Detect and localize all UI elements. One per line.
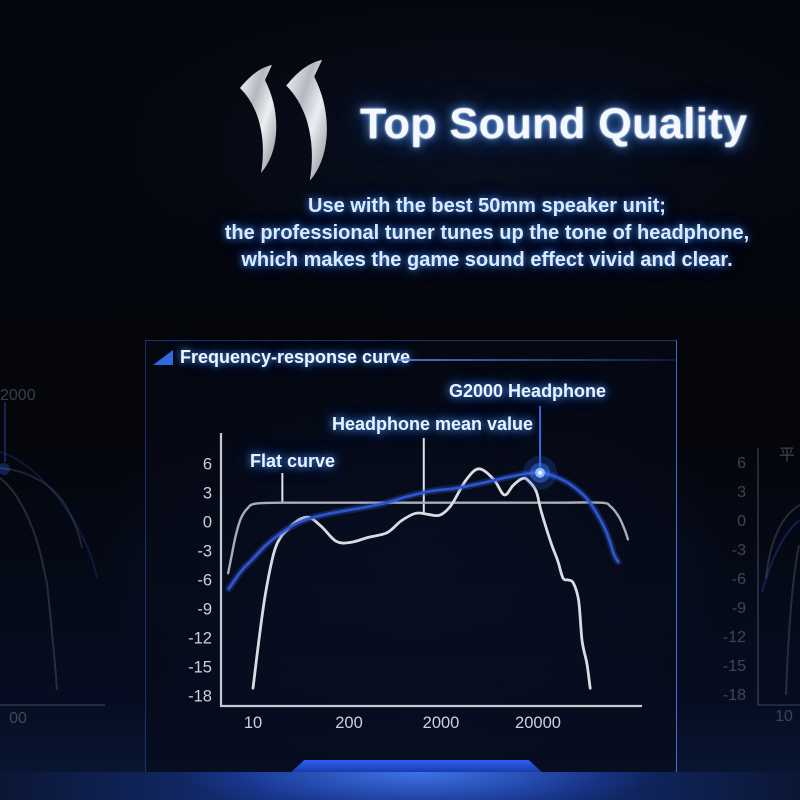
description-line: the professional tuner tunes up the tone… — [224, 222, 750, 244]
ghost-right-curve — [761, 519, 800, 593]
series-1-curve — [226, 501, 630, 575]
triangle-icon — [153, 350, 173, 365]
y-tick-label: -3 — [197, 543, 212, 561]
ghost-y-tick-label: -3 — [732, 542, 746, 559]
ghost-left-curve — [0, 477, 58, 691]
ghost-cjk-label: 平 — [779, 447, 795, 464]
y-tick-label: 0 — [203, 514, 212, 532]
panel-divider — [398, 359, 677, 361]
y-tick-label: -18 — [188, 688, 212, 706]
chart-label-headphone-mean: Headphone mean value — [332, 414, 534, 434]
y-tick-label: 6 — [203, 456, 212, 474]
ghost-right-curve — [765, 504, 800, 579]
panel-title-row: Frequency-response curve — [153, 347, 410, 368]
ghost-left-axis-label: 00 — [9, 710, 27, 727]
description-line: which makes the game sound effect vivid … — [241, 249, 733, 271]
x-tick-label: 2000 — [423, 714, 460, 732]
ghost-y-tick-label: 0 — [737, 513, 746, 530]
panel-title: Frequency-response curve — [180, 347, 411, 367]
y-tick-label: -12 — [188, 630, 212, 648]
series-2-curve — [251, 467, 592, 690]
frequency-panel: Frequency-response curve 6 3 0 -3 -6 -9 -12 -15… — [145, 340, 677, 774]
blue-glow-dot — [537, 470, 543, 475]
ghost-y-tick-label: -6 — [732, 571, 746, 588]
panel-bottom-tab — [289, 760, 544, 774]
y-tick-label: -15 — [188, 659, 212, 677]
ghost-left-curve — [0, 451, 98, 579]
page-title: Top Sound Quality — [360, 100, 748, 148]
x-tick-label: 200 — [335, 714, 363, 732]
ghost-right-curve — [785, 544, 800, 696]
y-tick-label: -9 — [197, 601, 212, 619]
ghost-left-top-label: 2000 — [0, 387, 36, 404]
chevron-blade-right — [286, 59, 327, 181]
x-tick-label: 10 — [244, 714, 262, 732]
chart-label-flat-curve: Flat curve — [250, 451, 336, 471]
chart-axes — [219, 433, 642, 708]
ghost-y-tick-label: -12 — [723, 629, 746, 646]
series-3-curve — [227, 471, 620, 591]
description-line: Use with the best 50mm speaker unit; — [308, 195, 666, 217]
y-tick-label: 3 — [203, 485, 212, 503]
ghost-y-tick-label: 6 — [737, 455, 746, 472]
ghost-y-tick-label: -15 — [723, 658, 746, 675]
ghost-y-tick-label: -18 — [723, 687, 746, 704]
ghost-left-glow-dot — [0, 463, 10, 475]
chart-label-g2000: G2000 Headphone — [449, 381, 607, 401]
double-chevron-logo — [240, 59, 327, 181]
ghost-y-tick-label: -9 — [732, 600, 746, 617]
ghost-left-curve — [0, 467, 83, 549]
ghost-x-tick-label: 10 — [775, 708, 793, 725]
x-tick-label: 20000 — [515, 714, 561, 732]
ghost-y-tick-label: 3 — [737, 484, 746, 501]
y-tick-label: -6 — [197, 572, 212, 590]
chevron-blade-left — [240, 65, 277, 173]
frequency-response-chart: 6 3 0 -3 -6 -9 -12 -15 -18 10 200 2000 20000 — [188, 406, 642, 732]
floor-glow — [0, 772, 800, 800]
description: Use with the best 50mm speaker unit; the… — [187, 193, 787, 274]
